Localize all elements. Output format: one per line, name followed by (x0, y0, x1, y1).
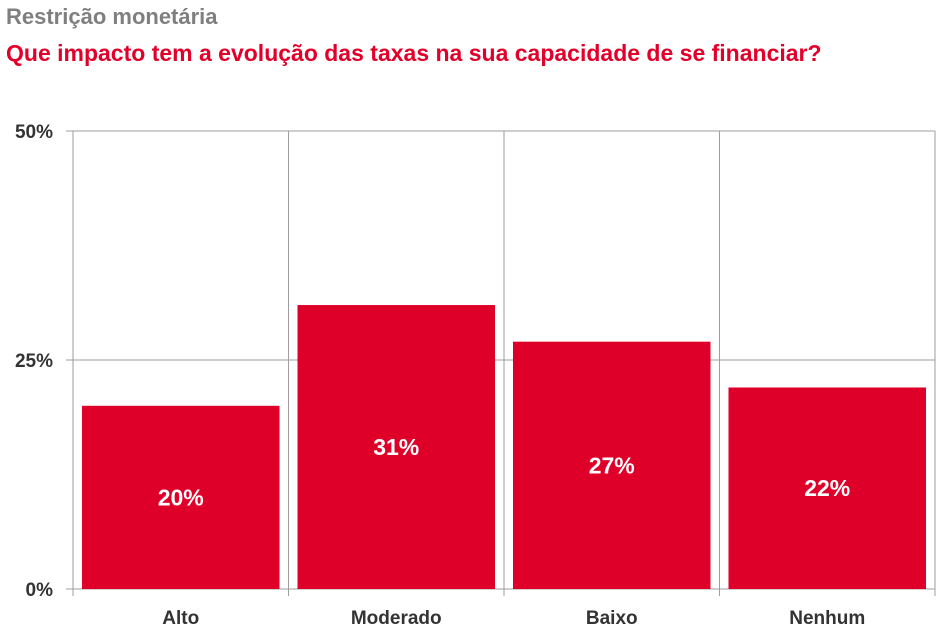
chart-subtitle: Que impacto tem a evolução das taxas na … (6, 40, 822, 66)
bar (82, 405, 280, 589)
bar (513, 341, 711, 589)
data-label: 22% (804, 475, 850, 501)
y-tick-label: 0% (26, 580, 54, 601)
x-tick-label: Nenhum (789, 608, 865, 629)
chart-title: Restrição monetária (6, 4, 218, 29)
y-tick-label: 50% (15, 122, 53, 143)
x-tick-label: Moderado (351, 608, 442, 629)
data-label: 20% (158, 484, 204, 510)
bar (297, 305, 495, 589)
x-tick-label: Alto (162, 608, 199, 629)
x-tick-label: Baixo (586, 608, 638, 629)
y-tick-label: 25% (15, 351, 53, 372)
data-label: 27% (589, 452, 635, 478)
data-label: 31% (373, 434, 419, 460)
bar (728, 387, 926, 589)
